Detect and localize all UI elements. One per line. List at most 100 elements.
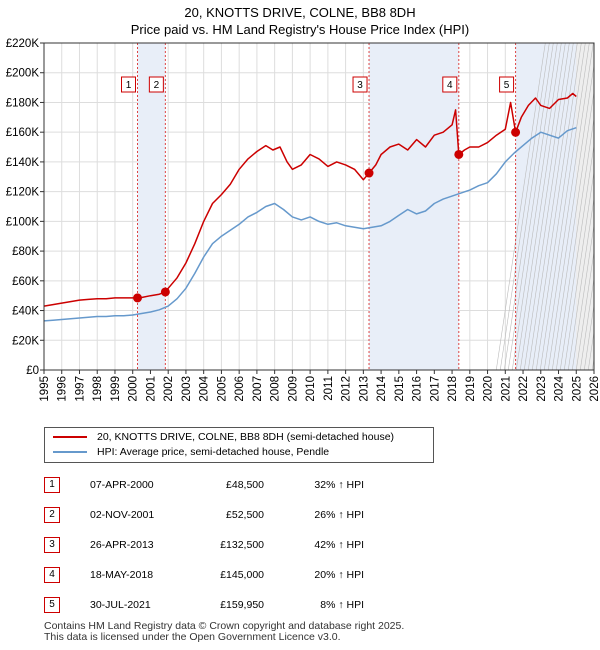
y-tick-label: £20K (12, 335, 39, 347)
sale-label: 2 (154, 80, 160, 91)
sale-number-badge: 4 (44, 567, 60, 583)
sale-row: 3 26-APR-2013 £132,500 42% ↑ HPI (44, 537, 384, 553)
sale-price: £52,500 (226, 509, 264, 521)
hpi-line (43, 126, 577, 322)
x-tick-label: 2002 (163, 376, 175, 402)
x-tick-label: 2008 (270, 376, 282, 402)
sale-point (454, 149, 464, 159)
sale-point (364, 168, 374, 178)
sale-row: 1 07-APR-2000 £48,500 32% ↑ HPI (44, 477, 384, 493)
chart-legend: 20, KNOTTS DRIVE, COLNE, BB8 8DH (semi-d… (44, 427, 434, 463)
future-hatch (579, 236, 600, 371)
x-tick-label: 2010 (305, 376, 317, 402)
title-address: 20, KNOTTS DRIVE, COLNE, BB8 8DH (184, 5, 416, 20)
sale-hpi-change: 20% ↑ HPI (314, 569, 364, 581)
sale-label-box (121, 76, 136, 93)
future-hatch (495, 42, 546, 371)
y-tick-label: £140K (6, 157, 40, 169)
x-tick-label: 2023 (536, 376, 548, 402)
x-tick-label: 2011 (323, 376, 335, 401)
future-hatch (559, 103, 600, 371)
y-tick-label: £60K (12, 276, 39, 288)
x-tick-label: 2026 (589, 376, 600, 402)
future-hatch (543, 42, 594, 371)
x-tick-label: 2017 (429, 376, 441, 402)
x-tick-label: 2016 (412, 376, 424, 402)
sale-number-badge: 1 (44, 477, 60, 493)
y-tick-label: £180K (6, 97, 40, 109)
future-hatch (547, 42, 598, 371)
future-hatch (539, 42, 590, 371)
x-tick-label: 2020 (483, 376, 495, 402)
y-tick-label: £80K (12, 246, 39, 258)
future-hatch (523, 42, 574, 371)
x-tick-label: 2024 (554, 375, 566, 401)
sale-row: 4 18-MAY-2018 £145,000 20% ↑ HPI (44, 567, 384, 583)
future-hatch (503, 42, 554, 371)
plot-area (44, 43, 594, 370)
legend-item-property: 20, KNOTTS DRIVE, COLNE, BB8 8DH (semi-d… (53, 430, 394, 445)
future-hatch (551, 49, 600, 371)
sale-label: 3 (357, 80, 363, 91)
sale-label-box (499, 76, 515, 93)
future-hatch (515, 42, 566, 371)
y-tick-label: £100K (6, 216, 40, 228)
sale-band-3-4 (369, 43, 459, 370)
plot-frame (43, 42, 595, 371)
future-hatch (499, 42, 550, 371)
sale-hpi-change: 42% ↑ HPI (314, 539, 364, 551)
x-tick-label: 1999 (110, 376, 122, 402)
y-tick-label: £220K (6, 38, 40, 50)
future-hatch (567, 156, 600, 371)
sale-point (511, 127, 521, 137)
future-hatch (563, 129, 600, 371)
x-tick-label: 2001 (145, 376, 157, 402)
x-tick-label: 2019 (465, 376, 477, 402)
x-tick-label: 2025 (571, 376, 583, 402)
future-hatch (531, 42, 582, 371)
x-tick-label: 2000 (128, 376, 140, 402)
y-tick-label: £0 (26, 365, 39, 377)
legend-label-hpi: HPI: Average price, semi-detached house,… (97, 446, 330, 458)
legend-swatch-hpi (53, 451, 87, 454)
sale-price: £159,950 (220, 599, 264, 611)
sale-price: £132,500 (220, 539, 264, 551)
sale-price: £145,000 (220, 569, 264, 581)
sale-number-badge: 3 (44, 537, 60, 553)
sale-number-badge: 2 (44, 507, 60, 523)
sale-number-badge: 5 (44, 597, 60, 613)
sale-hpi-change: 32% ↑ HPI (314, 479, 364, 491)
y-tick-label: £200K (6, 68, 40, 80)
future-hatch (575, 209, 600, 371)
sale-date: 07-APR-2000 (90, 479, 154, 491)
chart-title: 20, KNOTTS DRIVE, COLNE, BB8 8DH Price p… (0, 4, 600, 38)
legend-swatch-property (53, 436, 87, 439)
future-hatch (535, 42, 586, 371)
sale-date: 18-MAY-2018 (90, 569, 154, 581)
x-tick-label: 2021 (500, 376, 512, 402)
x-tick-label: 2018 (447, 376, 459, 402)
sale-point (160, 287, 170, 297)
x-tick-label: 2013 (358, 376, 370, 402)
sale-hpi-change: 8% ↑ HPI (320, 599, 364, 611)
sale-row: 5 30-JUL-2021 £159,950 8% ↑ HPI (44, 597, 384, 613)
sale-band-1-2 (137, 43, 166, 370)
x-tick-label: 1998 (92, 376, 104, 402)
sale-label-box (148, 76, 164, 93)
x-tick-label: 2022 (518, 376, 530, 402)
y-tick-label: £120K (6, 187, 40, 199)
footer-attribution: Contains HM Land Registry data © Crown c… (44, 621, 404, 643)
sale-row: 2 02-NOV-2001 £52,500 26% ↑ HPI (44, 507, 384, 523)
sale-label-box (352, 76, 368, 93)
footer-copyright: Contains HM Land Registry data © Crown c… (44, 620, 405, 632)
sale-label: 5 (504, 80, 510, 91)
future-hatch (507, 42, 558, 371)
legend-item-hpi: HPI: Average price, semi-detached house,… (53, 445, 329, 460)
sale-price: £48,500 (226, 479, 264, 491)
future-hatch (583, 263, 600, 371)
x-tick-label: 2009 (287, 376, 299, 402)
x-tick-label: 2004 (199, 375, 211, 401)
sale-hpi-change: 26% ↑ HPI (314, 509, 364, 521)
sale-label: 4 (447, 80, 453, 91)
sale-date: 02-NOV-2001 (90, 509, 155, 521)
